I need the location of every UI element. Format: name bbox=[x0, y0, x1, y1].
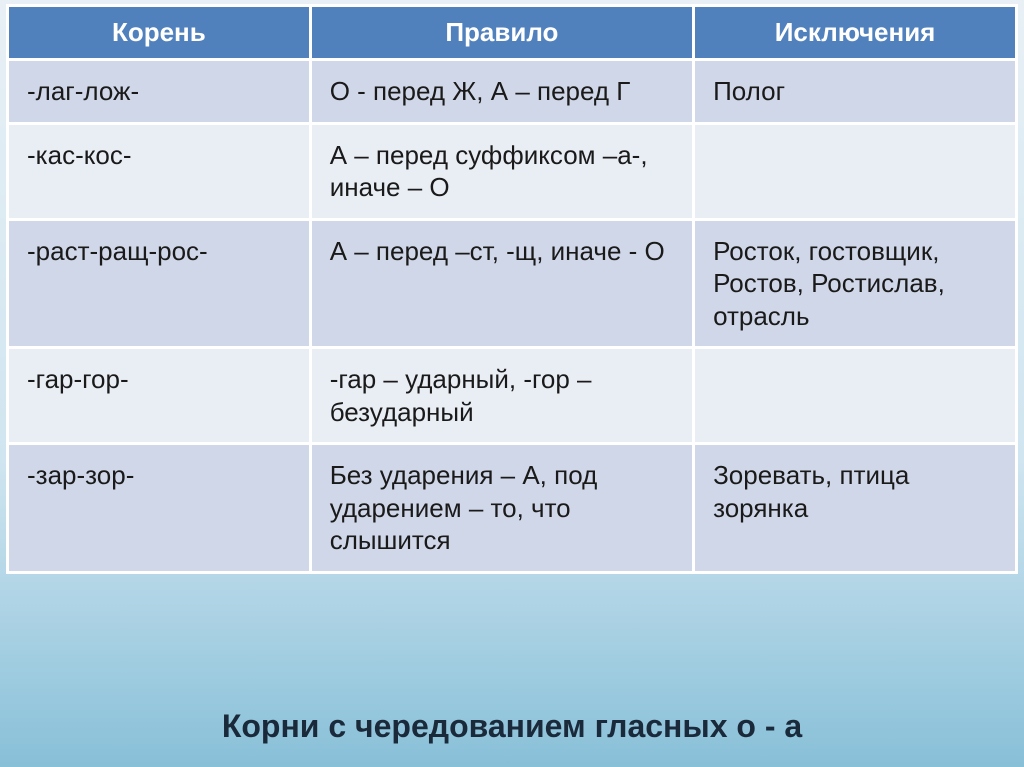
table-row: -гар-гор- -гар – ударный, -гор – безудар… bbox=[8, 348, 1017, 444]
cell-rule: А – перед –ст, -щ, иначе - О bbox=[310, 219, 693, 348]
table-row: -раст-ращ-рос- А – перед –ст, -щ, иначе … bbox=[8, 219, 1017, 348]
cell-exc bbox=[694, 123, 1017, 219]
cell-root: -зар-зор- bbox=[8, 444, 311, 573]
cell-exc bbox=[694, 348, 1017, 444]
cell-rule: О - перед Ж, А – перед Г bbox=[310, 60, 693, 124]
cell-root: -раст-ращ-рос- bbox=[8, 219, 311, 348]
table-container: Корень Правило Исключения -лаг-лож- О - … bbox=[0, 0, 1024, 574]
table-row: -зар-зор- Без ударения – А, под ударение… bbox=[8, 444, 1017, 573]
cell-rule: А – перед суффиксом –а-, иначе – О bbox=[310, 123, 693, 219]
table-row: -кас-кос- А – перед суффиксом –а-, иначе… bbox=[8, 123, 1017, 219]
roots-table: Корень Правило Исключения -лаг-лож- О - … bbox=[6, 4, 1018, 574]
cell-root: -гар-гор- bbox=[8, 348, 311, 444]
page-title: Корни с чередованием гласных о - а bbox=[0, 708, 1024, 745]
cell-exc: Полог bbox=[694, 60, 1017, 124]
header-exc: Исключения bbox=[694, 6, 1017, 60]
header-root: Корень bbox=[8, 6, 311, 60]
table-row: -лаг-лож- О - перед Ж, А – перед Г Полог bbox=[8, 60, 1017, 124]
table-header-row: Корень Правило Исключения bbox=[8, 6, 1017, 60]
header-rule: Правило bbox=[310, 6, 693, 60]
cell-exc: Зоревать, птица зорянка bbox=[694, 444, 1017, 573]
cell-root: -кас-кос- bbox=[8, 123, 311, 219]
cell-rule: -гар – ударный, -гор – безударный bbox=[310, 348, 693, 444]
cell-root: -лаг-лож- bbox=[8, 60, 311, 124]
cell-rule: Без ударения – А, под ударением – то, чт… bbox=[310, 444, 693, 573]
cell-exc: Росток, гостовщик, Ростов, Ростислав, от… bbox=[694, 219, 1017, 348]
